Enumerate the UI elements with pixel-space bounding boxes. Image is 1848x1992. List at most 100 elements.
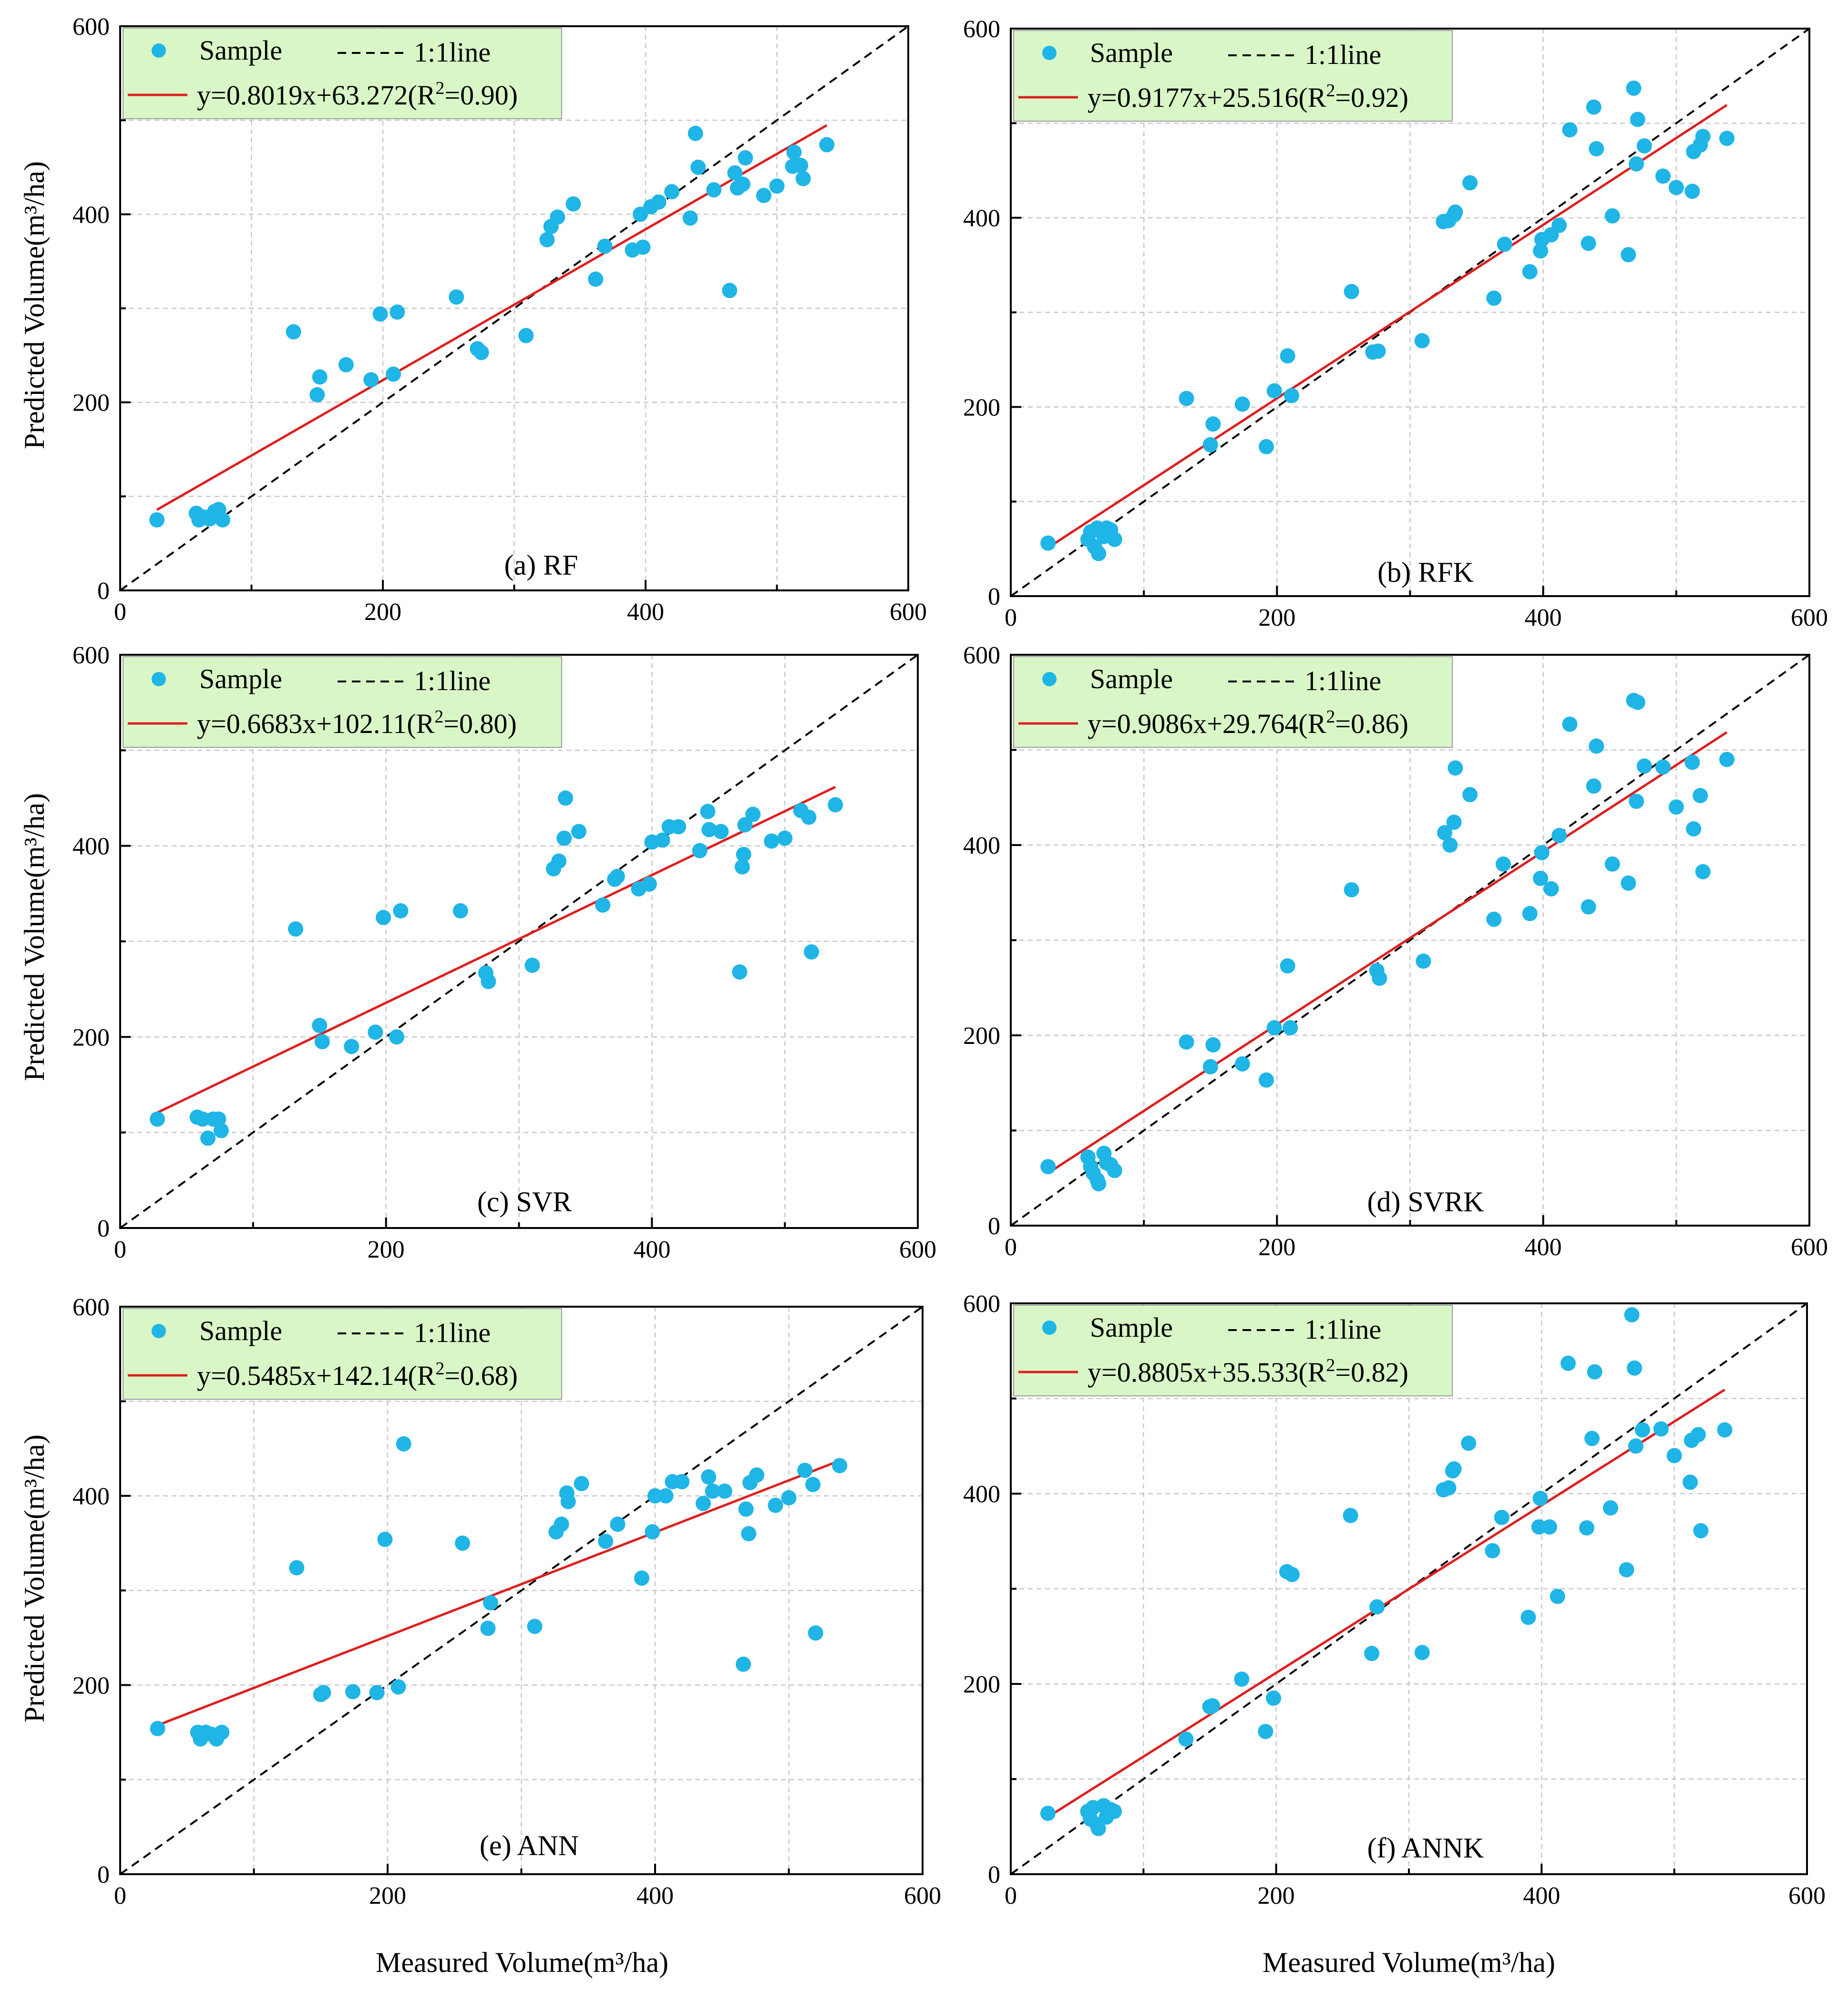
y-tick-label: 400 [963, 1481, 1000, 1508]
sample-point [386, 366, 401, 382]
sample-point [658, 1488, 674, 1504]
y-tick-label: 200 [72, 1024, 110, 1051]
sample-point [705, 1483, 720, 1499]
sample-point [727, 165, 743, 181]
legend-fit-superscript: 2 [1326, 1355, 1335, 1375]
sample-point [1090, 1821, 1106, 1837]
sample-point [1107, 532, 1122, 547]
sample-point [1584, 1431, 1600, 1446]
legend: Sample 1:1line y=0.9086x+29.764(R2=0.86) [1013, 656, 1453, 748]
sample-point [738, 150, 753, 166]
sample-point [1179, 1034, 1194, 1050]
legend-fit-equation-main: y=0.5485x+142.14(R [197, 1360, 436, 1391]
sample-point [150, 1111, 165, 1127]
panel-e: 0 200 400 600 0 200 400 600 Sample 1:1line y=0.548… [72, 1294, 941, 1909]
legend-sample-label: Sample [199, 1315, 282, 1346]
sample-point [344, 1039, 359, 1054]
one-to-one-line [119, 25, 909, 591]
legend: Sample 1:1line y=0.8019x+63.272(R2=0.90) [123, 28, 562, 119]
sample-point [338, 357, 354, 372]
legend-fit-equation: y=0.6683x+102.11(R2=0.80) [197, 707, 517, 739]
sample-point [1683, 1475, 1698, 1490]
sample-point [1266, 1020, 1282, 1036]
sample-point [214, 1724, 230, 1740]
sample-point [786, 144, 802, 160]
legend-fit-equation: y=0.5485x+142.14(R2=0.68) [197, 1359, 518, 1391]
sample-point [1693, 788, 1708, 804]
legend-sample-marker [152, 43, 166, 58]
y-tick-label: 0 [97, 1861, 110, 1889]
sample-point [1040, 535, 1056, 551]
sample-point [1684, 184, 1700, 199]
sample-point [828, 797, 843, 813]
legend-one-to-one-label: 1:1line [1304, 1314, 1381, 1345]
legend-sample-label: Sample [1090, 663, 1173, 694]
sample-point [1636, 138, 1652, 154]
sample-point [1542, 1519, 1558, 1535]
panel-label: (c) SVR [477, 1186, 572, 1218]
panel-a: 0 200 400 600 0 200 400 600 Sample 1:1line y=0.801… [72, 13, 927, 626]
y-tick-label: 200 [72, 390, 110, 417]
sample-point [1280, 348, 1295, 364]
sample-point [1205, 1698, 1221, 1713]
sample-point [1684, 754, 1700, 770]
x-tick-label: 200 [1258, 1234, 1295, 1261]
sample-point [452, 903, 468, 919]
panel-label: (d) SVRK [1367, 1186, 1484, 1218]
sample-point [1416, 953, 1431, 969]
sample-point [1370, 343, 1386, 359]
sample-point [609, 868, 625, 884]
sample-point [1603, 1500, 1619, 1516]
sample-point [1693, 1523, 1709, 1538]
sample-point [795, 171, 811, 186]
sample-point [1497, 237, 1512, 252]
sample-point [732, 964, 748, 980]
legend-sample-label: Sample [199, 663, 282, 694]
legend-fit-equation-main: y=0.9086x+29.764(R [1088, 708, 1326, 739]
legend-fit-equation: y=0.9086x+29.764(R2=0.86) [1088, 707, 1408, 739]
sample-point [1369, 1599, 1385, 1615]
legend-one-to-one-label: 1:1line [1304, 39, 1381, 70]
sample-point [1624, 1307, 1640, 1322]
sample-point [1344, 882, 1359, 898]
sample-point [1586, 99, 1602, 115]
sample-point [805, 1476, 821, 1492]
sample-point [1234, 1056, 1250, 1072]
sample-point [312, 1018, 328, 1033]
legend-fit-superscript: 2 [435, 1359, 444, 1379]
y-tick-label: 400 [72, 833, 110, 860]
sample-point [1719, 131, 1735, 146]
sample-point [1202, 1059, 1218, 1074]
x-tick-label: 400 [637, 1882, 674, 1909]
x-tick-label: 0 [114, 599, 126, 626]
sample-point [1486, 911, 1502, 927]
sample-point [655, 832, 670, 848]
x-tick-label: 600 [890, 599, 927, 626]
regression-line [1047, 104, 1728, 549]
sample-point [690, 159, 706, 175]
sample-point [288, 921, 304, 937]
legend-sample-marker [1042, 1321, 1057, 1335]
legend-one-to-one-label: 1:1line [1304, 665, 1381, 696]
legend-one-to-one-label: 1:1line [414, 1317, 491, 1348]
sample-point [390, 304, 405, 320]
sample-point [700, 804, 716, 819]
sample-point [1604, 856, 1620, 872]
legend: Sample 1:1line y=0.9177x+25.516(R2=0.92) [1013, 30, 1453, 122]
sample-point [1551, 217, 1567, 233]
legend-fit-equation-main: y=0.6683x+102.11(R [197, 708, 435, 739]
sample-point [1414, 1645, 1430, 1661]
sample-point [1259, 439, 1274, 454]
sample-point [1562, 122, 1578, 138]
sample-point [695, 1496, 711, 1511]
x-tick-label: 200 [364, 599, 401, 626]
y-tick-label: 600 [72, 642, 110, 669]
legend-sample-marker [1042, 46, 1057, 60]
sample-point [1372, 970, 1387, 986]
sample-point [781, 1490, 797, 1506]
sample-point [745, 806, 761, 822]
legend-fit-r2: =0.86) [1335, 708, 1408, 739]
regression-line [157, 1459, 840, 1726]
sample-point [1653, 1421, 1669, 1437]
sample-point [1589, 738, 1604, 754]
